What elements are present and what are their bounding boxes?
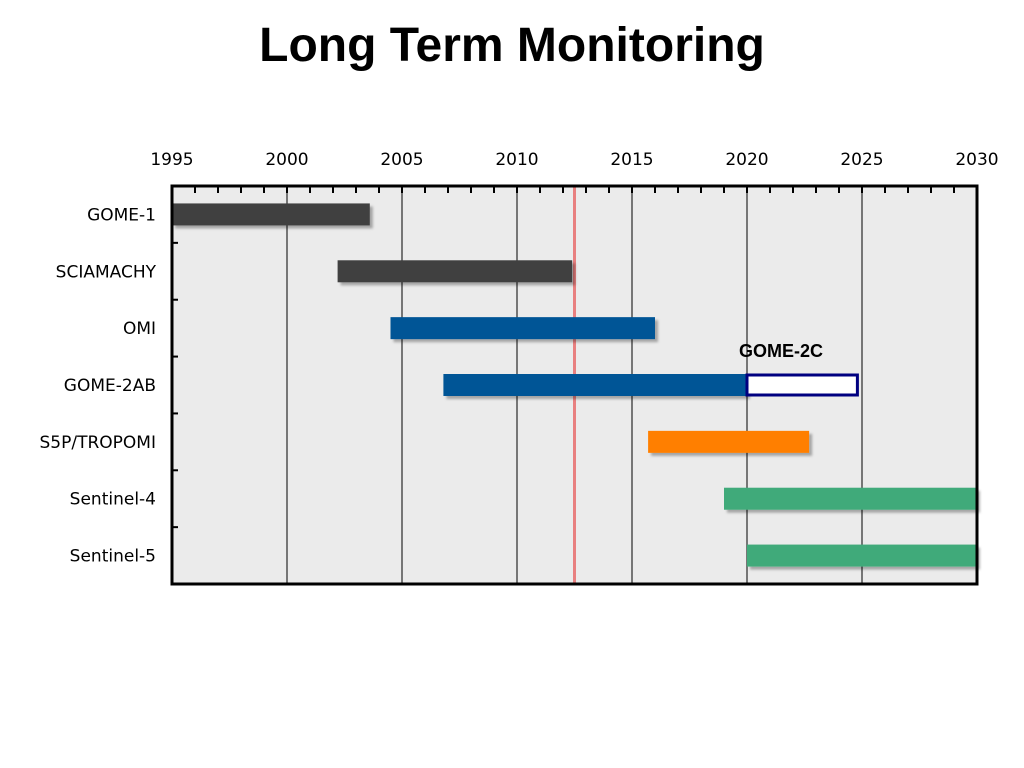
axis-ticks: [171, 186, 978, 529]
x-tick-label: 2005: [380, 150, 423, 170]
row-labels: GOME-1 SCIAMACHY OMI GOME-2AB S5P/TROPOMI Sen…: [40, 205, 157, 566]
x-tick-labels: 1995 2000 2005 2010 2015 2020 2025 2030: [150, 150, 998, 170]
x-tick-label: 2020: [725, 150, 768, 170]
x-tick-label: 2010: [495, 150, 538, 170]
bar-sciamachy: [337, 260, 573, 283]
plot-frame: [170, 184, 979, 586]
row-label: GOME-1: [87, 205, 156, 225]
page-title: Long Term Monitoring: [259, 19, 765, 72]
row-label: S5P/TROPOMI: [40, 433, 156, 453]
planned-bar-gome-2c: [745, 373, 859, 397]
row-label: SCIAMACHY: [56, 262, 157, 282]
row-label: GOME-2AB: [64, 376, 156, 396]
bar-sentinel-4: [724, 487, 977, 510]
row-label: Sentinel-5: [70, 547, 156, 567]
row-label: Sentinel-4: [70, 490, 156, 510]
x-tick-label: 2000: [265, 150, 308, 170]
bar-omi: [390, 317, 655, 340]
bar-gome-1: [172, 203, 370, 226]
bar-s5p-tropomi: [648, 430, 810, 453]
x-tick-label: 2030: [955, 150, 998, 170]
bars: [172, 203, 977, 567]
x-tick-label: 2015: [610, 150, 653, 170]
x-tick-label: 2025: [840, 150, 883, 170]
row-label: OMI: [123, 319, 156, 339]
x-tick-label: 1995: [150, 150, 193, 170]
bar-gome-2ab: [443, 374, 747, 396]
annotations: GOME-2C: [739, 341, 823, 361]
bar-sentinel-5: [747, 544, 977, 567]
planned-label: GOME-2C: [739, 341, 823, 361]
